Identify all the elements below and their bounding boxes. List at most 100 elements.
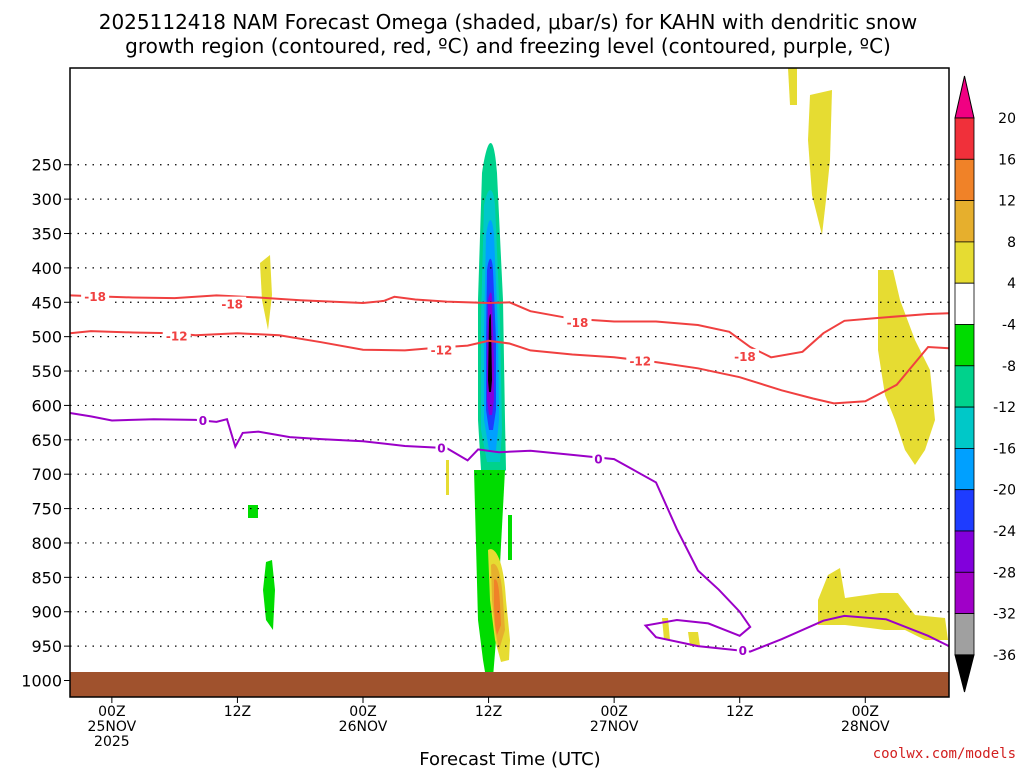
y-tick-label-300: 300 [31, 190, 62, 209]
contour-label-0-2: -18 [567, 316, 589, 330]
omega-ascent-core-max [488, 314, 492, 392]
x-tick-label-2-0: 00Z [349, 704, 376, 720]
chart-title-line-1: 2025112418 NAM Forecast Omega (shaded, μ… [99, 10, 918, 34]
colorbar-bin-11 [954, 571, 975, 614]
y-tick-label-900: 900 [31, 603, 62, 622]
omega-descent-right-band [878, 270, 935, 465]
contour-label-bg-1-2 [626, 353, 655, 368]
y-axis: 250 300 350 400 450 500 550 600 650 700 750 800 850 9… [21, 156, 70, 691]
x-tick-label-4-0: 00Z [600, 704, 627, 720]
colorbar-tick-6: -8 [1002, 359, 1016, 375]
y-tick-label-700: 700 [31, 465, 62, 484]
colorbar-tick-8: -16 [993, 441, 1016, 457]
contour-label-0-0: -18 [84, 290, 106, 304]
ground-surface [70, 672, 949, 697]
contour-label-1-1: -12 [431, 344, 453, 358]
omega-descent-upper-right-1 [788, 68, 797, 105]
x-tick-label-0-0: 00Z [98, 704, 125, 720]
colorbar-bin-8 [954, 447, 975, 491]
omega-descent-low-level-max [494, 579, 501, 635]
colorbar-tick-1: 16 [998, 152, 1016, 168]
y-tick-label-800: 800 [31, 534, 62, 553]
colorbar-tick-11: -28 [993, 565, 1016, 581]
y-tick-label-450: 450 [31, 293, 62, 312]
omega-shading [248, 68, 948, 690]
colorbar-bin-2 [954, 200, 975, 243]
y-tick-label-550: 550 [31, 362, 62, 381]
colorbar-bottom-arrow [954, 654, 975, 693]
omega-ascent-small-3 [508, 515, 512, 560]
contour-label-1-2: -12 [629, 355, 651, 369]
omega-descent-small-1 [260, 255, 272, 330]
y-tick-label-750: 750 [31, 500, 62, 519]
series-line-1 [69, 330, 950, 405]
x-tick-label-6-1: 28NOV [841, 719, 890, 735]
colorbar-bin-7 [954, 406, 975, 449]
colorbar-tick-10: -24 [993, 524, 1016, 540]
y-tick-label-350: 350 [31, 224, 62, 243]
contour-label-1-0: -12 [166, 329, 188, 343]
colorbar-tick-9: -20 [993, 483, 1016, 499]
contour-label-bg-1-0 [162, 328, 191, 343]
x-tick-label-4-1: 27NOV [590, 719, 639, 735]
chart-title-line-2: growth region (contoured, red, ºC) and f… [125, 34, 891, 58]
x-axis-label: Forecast Time (UTC) [419, 749, 600, 768]
colorbar-tick-2: 12 [998, 194, 1016, 210]
colorbar-tick-13: -36 [993, 648, 1016, 664]
contour-label-bg-0-1 [218, 296, 247, 311]
credit-link[interactable]: coolwx.com/models [873, 746, 1016, 762]
contour-label-0-1: -18 [221, 298, 243, 312]
colorbar-bin-12 [954, 613, 975, 656]
contour-label-bg-2-1 [435, 440, 448, 455]
contour-label-bg-2-3 [736, 643, 749, 658]
colorbar-bin-3 [954, 241, 975, 284]
y-tick-label-400: 400 [31, 259, 62, 278]
y-tick-label-500: 500 [31, 328, 62, 347]
colorbar-bin-5 [954, 324, 975, 367]
omega-descent-small-3 [688, 632, 700, 646]
contour-label-bg-1-1 [427, 342, 456, 357]
contour-label-0-3: -18 [734, 350, 756, 364]
y-tick-label-950: 950 [31, 637, 62, 656]
colorbar-bin-4 [954, 282, 975, 325]
colorbar-tick-12: -32 [993, 607, 1016, 623]
x-tick-label-3-0: 12Z [475, 704, 502, 720]
colorbar-tick-4: 4 [1007, 276, 1016, 292]
contour-labels: -18 -18 -18 -18 -12 -12 -12 0 0 0 0 [81, 289, 759, 658]
contour-label-2-2: 0 [594, 452, 602, 466]
contour-label-bg-0-2 [563, 315, 592, 330]
x-tick-label-2-1: 26NOV [339, 719, 388, 735]
x-tick-label-0-2: 2025 [94, 734, 130, 750]
contour-label-bg-0-3 [730, 348, 759, 363]
contour-label-2-1: 0 [437, 441, 445, 455]
colorbar-tick-5: -4 [1002, 318, 1016, 334]
colorbar: 20 16 12 8 4 -4 -8 -12 -16 -20 -24 -28 -32 -36 [954, 75, 1016, 693]
x-tick-label-0-1: 25NOV [88, 719, 137, 735]
colorbar-tick-7: -12 [993, 400, 1016, 416]
y-tick-label-850: 850 [31, 568, 62, 587]
y-tick-label-650: 650 [31, 431, 62, 450]
colorbar-bin-10 [954, 530, 975, 573]
colorbar-tick-0: 20 [998, 111, 1016, 127]
omega-descent-lower-right [818, 568, 948, 640]
x-tick-label-6-0: 00Z [852, 704, 879, 720]
colorbar-tick-3: 8 [1007, 235, 1016, 251]
omega-ascent-small-2 [248, 505, 258, 518]
plot-area [70, 68, 949, 697]
x-tick-label-5-0: 12Z [726, 704, 753, 720]
colorbar-bin-6 [954, 365, 975, 408]
y-tick-label-1000: 1000 [21, 672, 62, 691]
omega-descent-upper-right-2 [808, 90, 832, 235]
contour-label-2-3: 0 [739, 644, 747, 658]
colorbar-bin-0 [954, 117, 975, 160]
colorbar-bin-1 [954, 158, 975, 202]
contour-label-bg-2-0 [196, 412, 209, 427]
contour-label-bg-0-0 [81, 289, 110, 304]
colorbar-bin-9 [954, 489, 975, 532]
x-tick-label-1-0: 12Z [224, 704, 251, 720]
omega-descent-small-2 [662, 618, 670, 640]
omega-descent-small-4 [446, 460, 449, 495]
y-tick-label-600: 600 [31, 396, 62, 415]
